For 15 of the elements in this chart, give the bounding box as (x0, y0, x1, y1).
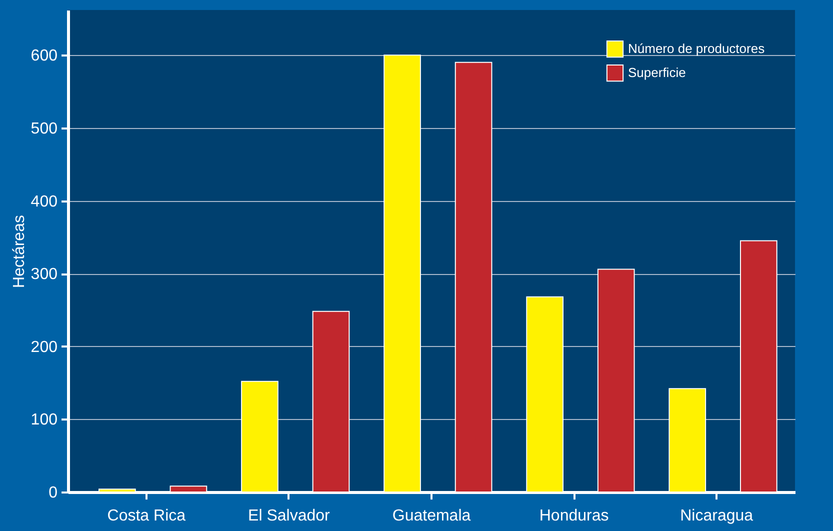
y-tick-label: 300 (30, 266, 58, 284)
y-tick-label: 100 (30, 412, 58, 429)
x-tick-label: El Salvador (248, 508, 331, 524)
legend-label: Superficie (628, 65, 686, 80)
x-tick-label: Nicaragua (680, 508, 754, 524)
x-tick-label: Honduras (539, 508, 609, 524)
y-tick-label: 0 (48, 484, 58, 502)
legend-label: Número de productores (628, 41, 766, 56)
y-tick-label: 600 (30, 48, 58, 65)
x-tick-label: Costa Rica (107, 508, 186, 524)
y-tick-label: 400 (30, 193, 58, 210)
y-axis-title: Hectáreas (10, 215, 28, 288)
y-tick-label: 200 (30, 338, 58, 356)
x-tick-label: Guatemala (392, 508, 471, 524)
y-tick-label: 500 (30, 120, 58, 138)
